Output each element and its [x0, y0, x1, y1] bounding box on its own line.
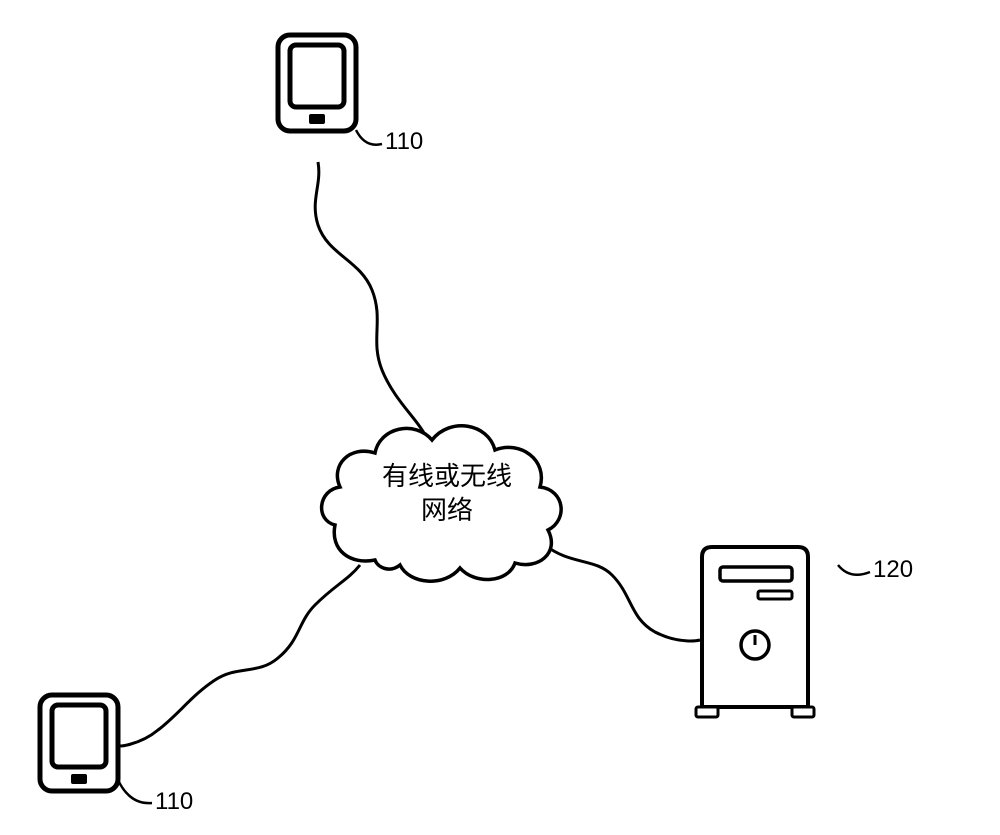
phone-node-2 [40, 695, 118, 791]
edge-cloud-server [545, 545, 700, 641]
diagram-svg [0, 0, 1000, 835]
edge-cloud-phone2 [118, 565, 360, 746]
label-phone1: 110 [385, 128, 423, 156]
network-diagram: 有线或无线 网络 110 110 120 [0, 0, 1000, 835]
cloud-text-line2: 网络 [421, 495, 473, 525]
server-node [696, 547, 814, 717]
label-phone2: 110 [155, 788, 193, 816]
phone-node-1 [278, 35, 356, 131]
cloud-text-line1: 有线或无线 [382, 461, 512, 491]
cloud-label: 有线或无线 网络 [347, 460, 547, 528]
label-server: 120 [873, 556, 913, 584]
edge-phone1-cloud [315, 162, 425, 435]
